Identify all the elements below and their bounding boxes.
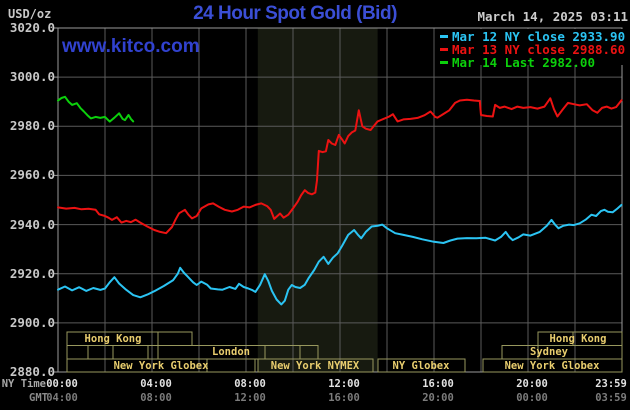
chart-datetime: March 14, 2025 03:11 (477, 9, 628, 24)
x-axis-label-gmt: 12:00 (234, 392, 266, 404)
x-axis-label-ny: 20:00 (516, 378, 548, 390)
y-axis-label: 2900.0 (9, 314, 55, 330)
session-label: NY Globex (392, 359, 450, 372)
y-axis-label: 3000.0 (9, 69, 55, 85)
legend-line-swatch (440, 35, 448, 38)
x-axis-label-gmt: 03:59 (595, 392, 627, 404)
legend-label: Mar 12 NY close 2933.90 (452, 29, 626, 44)
session-box (147, 345, 159, 360)
session-label: New York Globex (504, 359, 600, 372)
x-axis-label-gmt: 04:00 (46, 392, 78, 404)
page-title: 24 Hour Spot Gold (Bid) (193, 3, 397, 24)
session-label: Hong Kong (84, 332, 142, 345)
x-axis-label-gmt: 00:00 (516, 392, 548, 404)
legend-item: Mar 13 NY close 2988.60 (440, 42, 630, 57)
y-axis-label: 2880.0 (9, 364, 55, 379)
session-box (482, 358, 623, 373)
x-axis-label-ny: 00:00 (46, 378, 78, 390)
y-axis-units-label: USD/oz (8, 7, 52, 21)
x-axis-label-ny: 04:00 (140, 378, 172, 390)
session-label: London (212, 346, 250, 358)
session-label: New York Globex (113, 359, 209, 372)
session-box (157, 331, 193, 346)
x-axis-label-gmt: 08:00 (140, 392, 172, 404)
session-box (87, 345, 114, 360)
price-series-mar-12 (57, 203, 623, 306)
legend-line-swatch (440, 48, 448, 51)
session-box (257, 358, 374, 373)
y-axis-label: 3020.0 (9, 20, 55, 35)
kitco-watermark-link[interactable]: www.kitco.com (62, 36, 200, 57)
session-box (112, 345, 149, 360)
session-box (377, 358, 466, 373)
nymex-session-band (257, 28, 378, 372)
legend-label: Mar 14 Last 2982.00 (452, 55, 595, 70)
legend-item: Mar 12 NY close 2933.90 (440, 29, 630, 44)
x-axis-label-ny: 12:00 (328, 378, 360, 390)
x-axis-label-ny: 23:59 (595, 378, 627, 390)
session-label: New York NYMEX (270, 359, 360, 372)
y-axis-label: 2980.0 (9, 118, 55, 134)
x-axis-label-ny: 08:00 (234, 378, 266, 390)
session-box (66, 345, 89, 360)
legend-item: Mar 14 Last 2982.00 (440, 55, 630, 70)
y-axis-label: 2960.0 (9, 167, 55, 183)
x-axis-label-gmt: 16:00 (328, 392, 360, 404)
legend-backdrop (438, 29, 630, 65)
session-label: Hong Kong (549, 332, 607, 345)
session-label: Sydney (530, 346, 568, 358)
legend-line-swatch (440, 61, 448, 64)
x-axis-label-gmt: 20:00 (422, 392, 454, 404)
y-axis-label: 2920.0 (9, 265, 55, 281)
legend-label: Mar 13 NY close 2988.60 (452, 42, 626, 57)
x-axis-ny-time-label: NY Time (1, 378, 46, 390)
y-axis-label: 2940.0 (9, 216, 55, 232)
x-axis-label-ny: 16:00 (422, 378, 454, 390)
session-box (206, 358, 256, 373)
x-axis-gmt-label: GMT (29, 392, 48, 404)
price-series-mar-13 (57, 97, 623, 235)
price-series-mar-14 (57, 95, 135, 123)
